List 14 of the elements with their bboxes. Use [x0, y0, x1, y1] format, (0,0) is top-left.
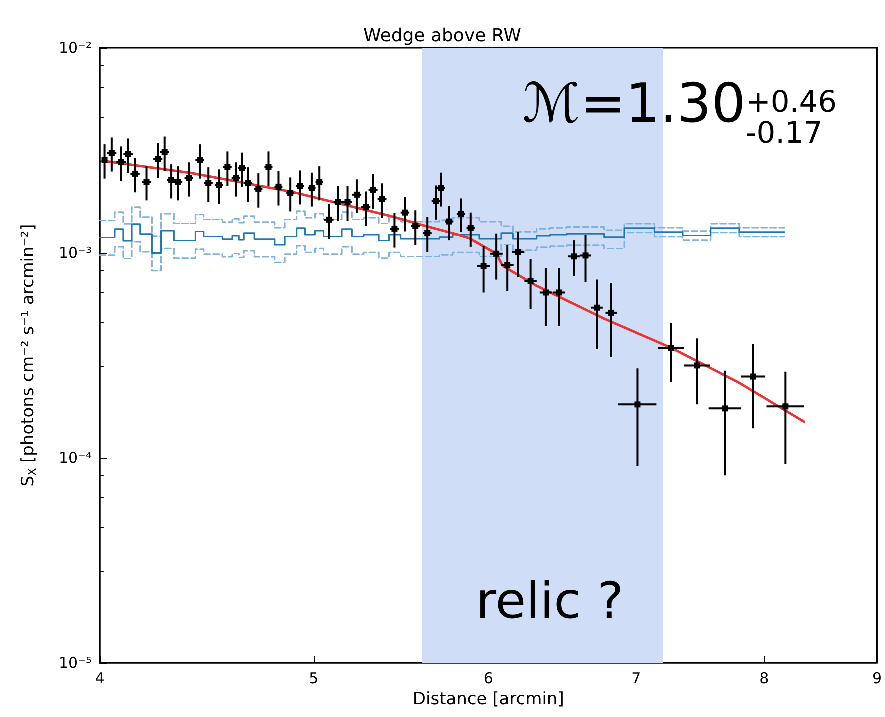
y-tick-label: 10⁻³ — [58, 244, 92, 262]
y-tick-label: 10⁻⁵ — [58, 654, 92, 672]
x-tick-label: 4 — [95, 670, 105, 688]
x-tick-label: 7 — [632, 670, 642, 688]
x-tick-label: 9 — [872, 670, 882, 688]
x-tick-label: 5 — [309, 670, 319, 688]
y-tick-label: 10⁻² — [58, 39, 92, 57]
x-axis-title: Distance [arcmin] — [412, 690, 564, 710]
y-tick-label: 10⁻⁴ — [58, 449, 92, 467]
annotation: relic ? — [476, 572, 624, 630]
chart-title: Wedge above RW — [364, 26, 522, 46]
x-tick-label: 6 — [484, 670, 494, 688]
y-axis-title: SX [photons cm⁻² s⁻¹ arcmin⁻²] — [18, 224, 39, 487]
x-tick-label: 8 — [760, 670, 770, 688]
